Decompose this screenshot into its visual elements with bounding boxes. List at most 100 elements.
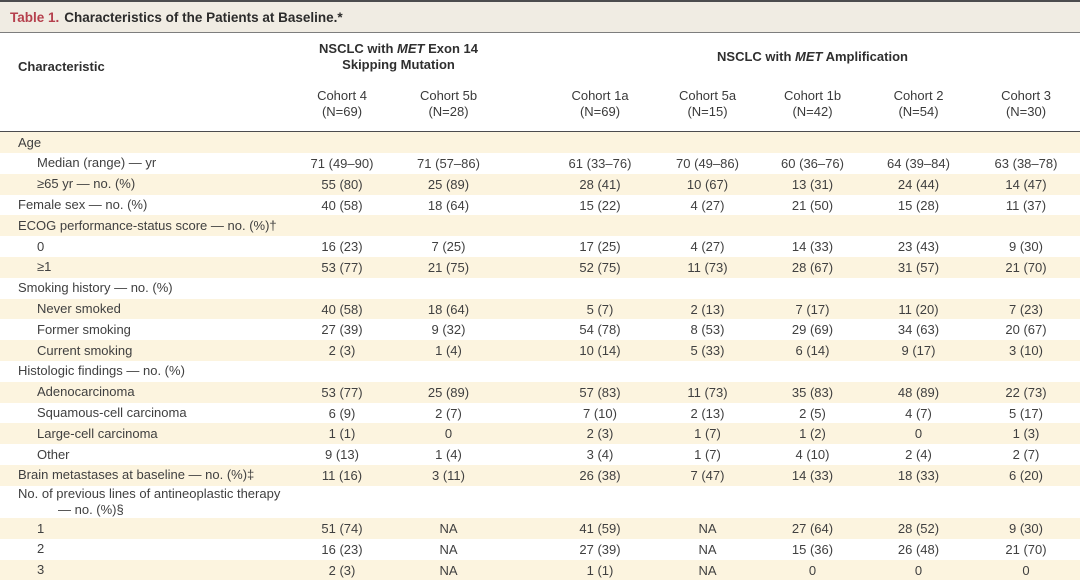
row-label: Smoking history — no. (%): [18, 280, 173, 296]
row-label: Age: [18, 134, 42, 150]
row-label: Never smoked: [37, 300, 121, 316]
row-label: 2: [37, 541, 45, 557]
table-row: Age: [0, 132, 1080, 154]
cell-value: 63 (38–78): [994, 155, 1058, 171]
cell-value: 64 (39–84): [887, 155, 950, 171]
group1-suffix: Exon 14 Skipping Mutation: [342, 41, 478, 73]
cell-value: 1 (4): [435, 343, 462, 359]
cohort-n: (N=30): [1005, 104, 1047, 120]
cell-value: 11 (73): [687, 259, 728, 275]
cell-value: 9 (30): [1009, 521, 1043, 537]
cell-value: 9 (30): [1009, 239, 1043, 255]
cohort-n: (N=42): [792, 104, 833, 120]
row-label: 0: [37, 238, 45, 254]
cell-value: 24 (44): [897, 176, 940, 192]
row-label-line2: — no. (%)§: [58, 502, 124, 518]
column-group-header-row: Characteristic NSCLC with MET Exon 14 Sk…: [0, 41, 1080, 76]
cell-value: 1 (7): [694, 447, 721, 463]
cell-value: 7 (25): [431, 239, 466, 255]
cell-value: 2 (5): [799, 405, 826, 421]
cohort-name: Cohort 3: [1001, 87, 1051, 103]
cell-value: NA: [698, 562, 717, 578]
cell-value: 2 (3): [328, 343, 356, 359]
row-label: ≥65 yr — no. (%): [37, 176, 136, 192]
cohort-name: Cohort 5a: [678, 87, 737, 103]
cell-value: 71 (49–90): [310, 155, 374, 171]
cell-value: 1 (4): [435, 447, 462, 463]
cell-value: 14 (33): [791, 239, 834, 255]
cell-value: 35 (83): [791, 384, 834, 400]
cell-value: 10 (67): [686, 176, 729, 192]
cell-value: 14 (47): [1005, 176, 1047, 192]
cell-value: 9 (17): [901, 343, 936, 359]
table-row: 3 2 (3) NA 1 (1) NA 0 0 0: [0, 559, 1080, 580]
cell-value: 1 (3): [1012, 426, 1040, 442]
cell-value: 11 (73): [687, 384, 728, 400]
cell-value: 48 (89): [897, 384, 940, 400]
cell-value: 2 (13): [690, 301, 725, 317]
cell-value: 15 (36): [791, 542, 834, 558]
cohort-header-row: Cohort 4 (N=69) Cohort 5b (N=28) Cohort 1a…: [0, 76, 1080, 132]
cell-value: 0: [808, 562, 817, 578]
cell-value: 16 (23): [321, 239, 363, 255]
cell-value: 22 (73): [1005, 384, 1047, 400]
cell-value: 16 (23): [321, 542, 363, 558]
row-label: Brain metastases at baseline — no. (%)‡: [18, 467, 255, 483]
table-row: Former smoking 27 (39) 9 (32) 54 (78) 8 (53)…: [0, 319, 1080, 340]
cohort-name: Cohort 4: [317, 87, 367, 103]
cohort-name: Cohort 5b: [419, 87, 478, 103]
cell-value: 3 (10): [1009, 343, 1043, 359]
cell-value: 18 (64): [427, 301, 470, 317]
cell-value: 2 (3): [586, 426, 614, 442]
cell-value: NA: [439, 562, 458, 578]
cell-value: 41 (59): [579, 521, 621, 537]
cell-value: 2 (7): [1012, 447, 1040, 463]
table-row: Female sex — no. (%) 40 (58) 18 (64) 15 (22…: [0, 195, 1080, 216]
row-label: Adenocarcinoma: [37, 384, 135, 400]
cell-value: 4 (27): [690, 197, 725, 213]
table-number-label: Table 1.: [10, 9, 60, 25]
cell-value: 52 (75): [579, 259, 621, 275]
cell-value: 2 (7): [435, 405, 462, 421]
cell-value: 7 (17): [795, 301, 830, 317]
group-header-met-amplification: NSCLC with MET Amplification: [545, 49, 1080, 67]
cell-value: 4 (10): [795, 447, 830, 463]
cell-value: 27 (39): [321, 322, 363, 338]
table-row: Median (range) — yr 71 (49–90) 71 (57–86) 6…: [0, 153, 1080, 174]
cell-value: 25 (89): [427, 384, 470, 400]
cohort-header-5a: Cohort 5a (N=15): [655, 88, 760, 122]
row-label: 3: [37, 562, 45, 578]
cell-value: 11 (37): [1005, 197, 1047, 213]
table-body: Age Median (range) — yr 71 (49–90) 71 (57–8…: [0, 132, 1080, 580]
cell-value: 9 (13): [325, 447, 359, 463]
cell-value: 18 (64): [427, 197, 470, 213]
table-title-bar: Table 1. Characteristics of the Patients…: [0, 2, 1080, 33]
cell-value: 26 (48): [897, 542, 940, 558]
group2-prefix: NSCLC with: [717, 49, 796, 65]
cell-value: 17 (25): [579, 239, 621, 255]
group-header-met-exon14-text: NSCLC with MET Exon 14 Skipping Mutation: [313, 41, 485, 74]
cell-value: NA: [698, 542, 717, 558]
row-label: Former smoking: [37, 321, 131, 337]
table-row: Large-cell carcinoma 1 (1) 0 2 (3) 1 (7) 1 (2…: [0, 423, 1080, 445]
table-row: Histologic findings — no. (%): [0, 361, 1080, 382]
cell-value: 2 (13): [690, 405, 725, 421]
group2-suffix: Amplification: [822, 49, 908, 65]
cell-value: 53 (77): [321, 384, 363, 400]
cell-value: 21 (70): [1005, 542, 1047, 558]
cell-value: 4 (7): [905, 405, 932, 421]
cell-value: 6 (14): [795, 343, 830, 359]
table-row: 2 16 (23) NA 27 (39) NA 15 (36) 26 (48) 21 (70): [0, 539, 1080, 560]
cell-value: 40 (58): [321, 301, 363, 317]
cell-value: 0: [914, 426, 923, 442]
table-row: Current smoking 2 (3) 1 (4) 10 (14) 5 (33) 6 …: [0, 340, 1080, 362]
row-label: Female sex — no. (%): [18, 196, 148, 212]
cell-value: 60 (36–76): [781, 155, 844, 171]
cell-value: 21 (75): [427, 259, 470, 275]
table-row: Smoking history — no. (%): [0, 278, 1080, 299]
cell-value: 28 (52): [897, 521, 940, 537]
row-label: Other: [37, 446, 70, 462]
cell-value: 1 (1): [586, 562, 614, 578]
table-row: Other 9 (13) 1 (4) 3 (4) 1 (7) 4 (10) 2 (4) 2 (…: [0, 444, 1080, 465]
cell-value: 4 (27): [690, 239, 725, 255]
